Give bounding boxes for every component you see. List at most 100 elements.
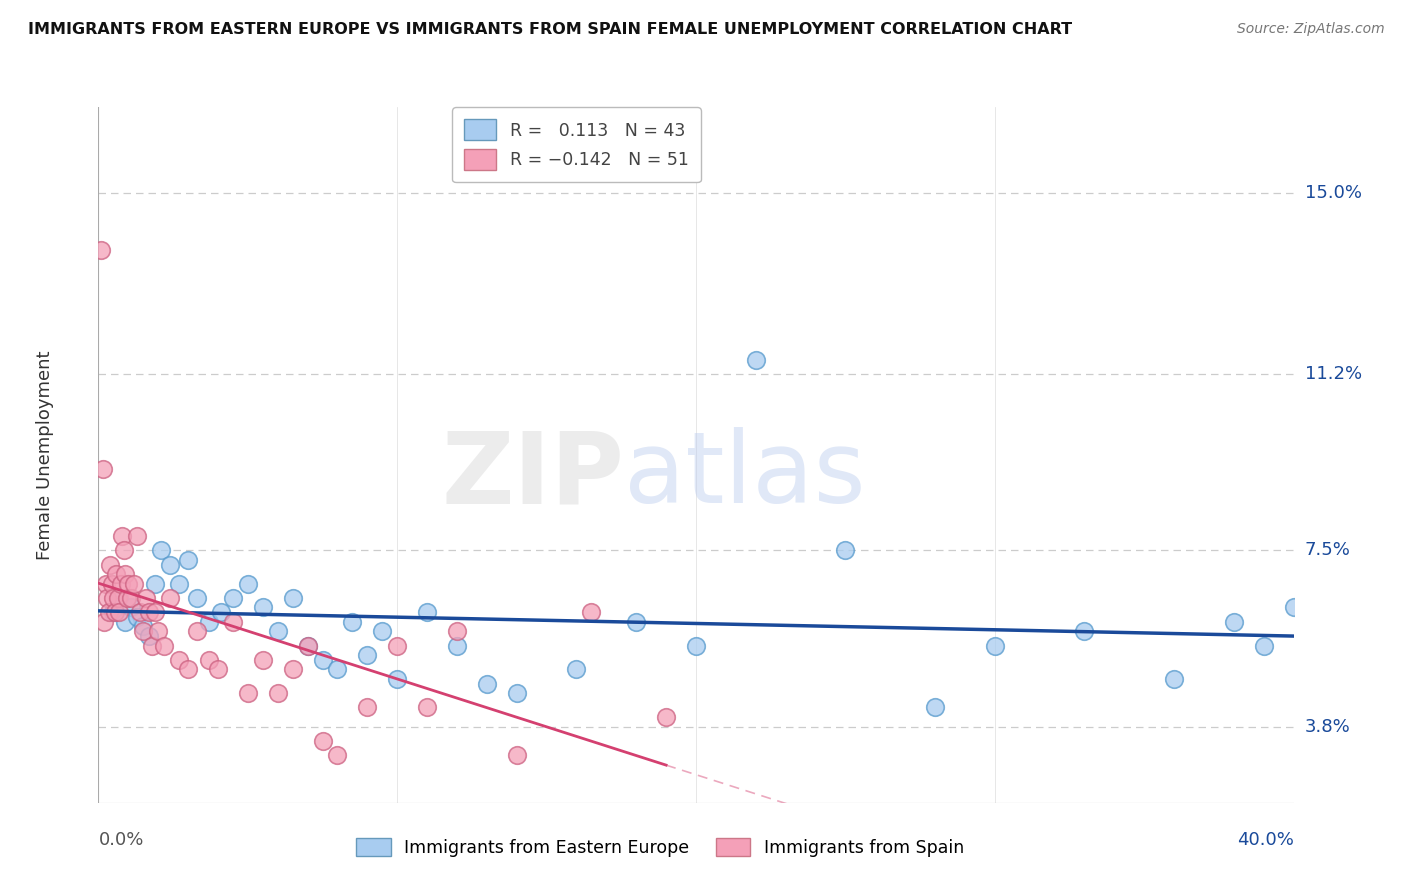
Point xyxy=(924,700,946,714)
Text: Source: ZipAtlas.com: Source: ZipAtlas.com xyxy=(1237,22,1385,37)
Point xyxy=(143,576,166,591)
Point xyxy=(416,700,439,714)
Point xyxy=(112,543,135,558)
Point xyxy=(90,243,112,257)
Point xyxy=(101,576,124,591)
Point xyxy=(371,624,394,639)
Point xyxy=(281,662,304,676)
Point xyxy=(150,543,173,558)
Point xyxy=(236,576,259,591)
Point xyxy=(267,686,290,700)
Point xyxy=(127,610,149,624)
Point xyxy=(222,615,245,629)
Point xyxy=(267,624,290,639)
Point xyxy=(281,591,304,605)
Point xyxy=(356,648,378,662)
Point xyxy=(506,686,529,700)
Point xyxy=(446,624,468,639)
Point xyxy=(252,600,274,615)
Point xyxy=(138,605,160,619)
Text: IMMIGRANTS FROM EASTERN EUROPE VS IMMIGRANTS FROM SPAIN FEMALE UNEMPLOYMENT CORR: IMMIGRANTS FROM EASTERN EUROPE VS IMMIGR… xyxy=(28,22,1073,37)
Point xyxy=(565,662,588,676)
Point xyxy=(96,591,118,605)
Point xyxy=(252,653,274,667)
Point xyxy=(159,558,181,572)
Point xyxy=(222,591,245,605)
Point xyxy=(1073,624,1095,639)
Point xyxy=(655,710,678,724)
Point xyxy=(1253,639,1275,653)
Point xyxy=(115,591,138,605)
Point xyxy=(416,605,439,619)
Text: ZIP: ZIP xyxy=(441,427,624,524)
Text: 7.5%: 7.5% xyxy=(1305,541,1351,559)
Point xyxy=(167,576,190,591)
Point xyxy=(311,734,333,748)
Point xyxy=(108,605,131,619)
Point xyxy=(297,639,319,653)
Point xyxy=(311,653,333,667)
Point xyxy=(1282,600,1305,615)
Point xyxy=(105,567,128,582)
Point xyxy=(114,567,136,582)
Point xyxy=(745,352,768,367)
Text: Female Unemployment: Female Unemployment xyxy=(35,351,53,559)
Point xyxy=(135,591,157,605)
Text: atlas: atlas xyxy=(624,427,866,524)
Point xyxy=(94,576,117,591)
Point xyxy=(132,619,155,633)
Point xyxy=(186,624,208,639)
Point xyxy=(685,639,707,653)
Point xyxy=(356,700,378,714)
Point xyxy=(141,639,163,653)
Point xyxy=(107,591,129,605)
Point xyxy=(385,639,409,653)
Point xyxy=(124,576,146,591)
Point xyxy=(167,653,190,667)
Point xyxy=(153,639,176,653)
Point xyxy=(297,639,319,653)
Point xyxy=(475,676,498,690)
Point xyxy=(108,591,131,605)
Point xyxy=(159,591,181,605)
Point xyxy=(93,615,115,629)
Point xyxy=(132,624,155,639)
Text: 11.2%: 11.2% xyxy=(1305,365,1362,383)
Point xyxy=(114,615,136,629)
Point xyxy=(117,576,139,591)
Point xyxy=(127,529,149,543)
Point xyxy=(98,558,122,572)
Point xyxy=(385,672,409,686)
Point xyxy=(186,591,208,605)
Point xyxy=(143,605,166,619)
Point xyxy=(177,662,200,676)
Text: 40.0%: 40.0% xyxy=(1237,830,1294,848)
Text: 3.8%: 3.8% xyxy=(1305,717,1350,736)
Point xyxy=(198,615,221,629)
Point xyxy=(446,639,468,653)
Point xyxy=(1163,672,1185,686)
Point xyxy=(209,605,232,619)
Point xyxy=(207,662,229,676)
Point xyxy=(120,600,142,615)
Point xyxy=(138,629,160,643)
Point xyxy=(983,639,1005,653)
Point xyxy=(148,624,170,639)
Point xyxy=(342,615,364,629)
Point xyxy=(506,748,529,763)
Text: 15.0%: 15.0% xyxy=(1305,184,1361,202)
Point xyxy=(624,615,647,629)
Point xyxy=(129,605,152,619)
Point xyxy=(198,653,221,667)
Point xyxy=(326,748,349,763)
Point xyxy=(326,662,349,676)
Point xyxy=(120,591,142,605)
Point xyxy=(91,462,114,476)
Point xyxy=(110,576,132,591)
Legend: Immigrants from Eastern Europe, Immigrants from Spain: Immigrants from Eastern Europe, Immigran… xyxy=(356,838,965,856)
Point xyxy=(581,605,603,619)
Point xyxy=(177,553,200,567)
Point xyxy=(104,605,127,619)
Point xyxy=(97,605,120,619)
Point xyxy=(834,543,856,558)
